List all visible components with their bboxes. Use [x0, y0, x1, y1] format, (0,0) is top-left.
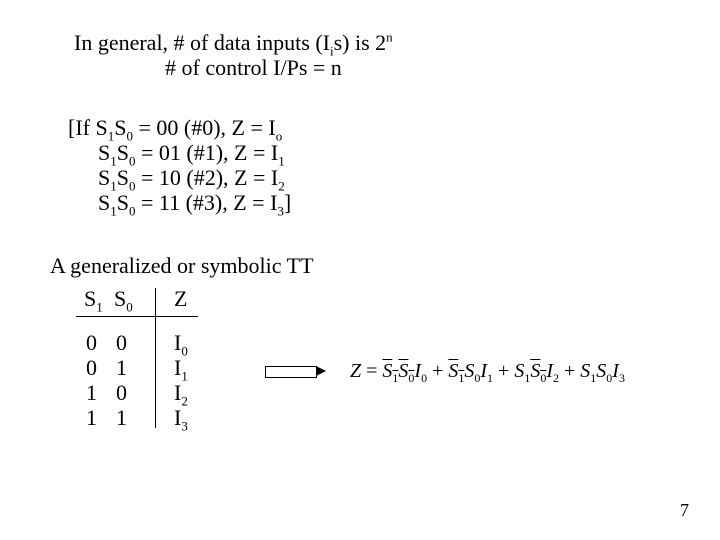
eq-t2-s1: S1	[448, 360, 464, 382]
tt-r2-z: I2	[174, 380, 188, 406]
cond-row-1: S1S0 = 01 (#1), Z = I1	[98, 140, 285, 166]
tt-r3-z: I3	[174, 405, 188, 431]
tt-r1-z: I1	[174, 355, 188, 381]
tt-header-s1: S1	[84, 286, 103, 312]
text: 0	[116, 330, 127, 355]
eq-t1-s0: S0	[398, 360, 414, 382]
text: S	[98, 165, 110, 190]
eq-t4-i: I	[612, 360, 619, 382]
sub: 0	[126, 299, 133, 314]
eq-z: Z	[350, 360, 361, 382]
equation: Z = S1S0I0 + S1S0I1 + S1S0I2 + S1S0I3	[350, 360, 625, 383]
tt-r1-s1: 0	[86, 355, 97, 381]
eq-t4-s0: S0	[596, 360, 612, 382]
text: A generalized or symbolic TT	[50, 253, 314, 278]
eq-t2-s0: S0	[464, 360, 480, 382]
eq-t3-i: I	[546, 360, 553, 382]
tt-caption: A generalized or symbolic TT	[50, 253, 314, 279]
text: S	[98, 140, 110, 165]
text: In general, # of data inputs (I	[74, 30, 330, 55]
tt-r1-s0: 1	[116, 355, 127, 381]
tt-r3-s1: 1	[86, 405, 97, 431]
arrow-head-icon	[316, 366, 326, 376]
text: 0	[86, 330, 97, 355]
tt-r3-s0: 1	[116, 405, 127, 431]
text: 1	[116, 355, 127, 380]
cond-row-2: S1S0 = 10 (#2), Z = I2	[98, 165, 285, 191]
text: = 10 (#2), Z = I	[136, 165, 279, 190]
sup: n	[386, 30, 393, 45]
text: [If S	[68, 115, 108, 140]
tt-r0-z: I0	[174, 330, 188, 356]
eq-plus: +	[493, 360, 514, 382]
tt-r2-s0: 0	[116, 380, 127, 406]
eq-t3-s0: S0	[530, 360, 546, 382]
text: S	[114, 286, 126, 311]
tt-horizontal-line	[76, 316, 198, 317]
eq-t3-s1: S1	[514, 360, 530, 382]
text: S	[117, 140, 129, 165]
tt-r0-s1: 0	[86, 330, 97, 356]
arrow-icon	[265, 366, 317, 378]
tt-header-s0: S0	[114, 286, 133, 312]
eq-t1-s1: S1	[382, 360, 398, 382]
tt-header-z: Z	[174, 286, 187, 312]
sub: 1	[96, 299, 103, 314]
general-line-1: In general, # of data inputs (Iis) is 2n	[74, 30, 393, 56]
text: S	[98, 190, 110, 215]
text: 0	[116, 380, 127, 405]
text: Z	[174, 286, 187, 311]
eq-plus: +	[559, 360, 580, 382]
tt-vertical-line	[155, 288, 156, 428]
text: ]	[284, 190, 291, 215]
page-number: 7	[680, 500, 689, 521]
sub: 3	[181, 418, 188, 433]
general-line-2: # of control I/Ps = n	[165, 55, 342, 81]
text: = 00 (#0), Z = I	[133, 115, 276, 140]
cond-row-0: [If S1S0 = 00 (#0), Z = Io	[68, 115, 282, 141]
text: S	[84, 286, 96, 311]
tt-r0-s0: 0	[116, 330, 127, 356]
text: s) is 2	[334, 30, 387, 55]
text: 0	[86, 355, 97, 380]
cond-row-3: S1S0 = 11 (#3), Z = I3]	[98, 190, 291, 216]
eq-eq: =	[361, 360, 382, 382]
eq-t4-s1: S1	[580, 360, 596, 382]
eq-plus: +	[427, 360, 448, 382]
text: S	[117, 165, 129, 190]
text: S	[117, 190, 129, 215]
text: 1	[86, 380, 97, 405]
text: # of control I/Ps = n	[165, 55, 342, 80]
text: 1	[86, 405, 97, 430]
text: 1	[116, 405, 127, 430]
text: = 01 (#1), Z = I	[136, 140, 279, 165]
text: S	[114, 115, 126, 140]
text: = 11 (#3), Z = I	[136, 190, 278, 215]
tt-r2-s1: 1	[86, 380, 97, 406]
text: 7	[680, 500, 689, 520]
